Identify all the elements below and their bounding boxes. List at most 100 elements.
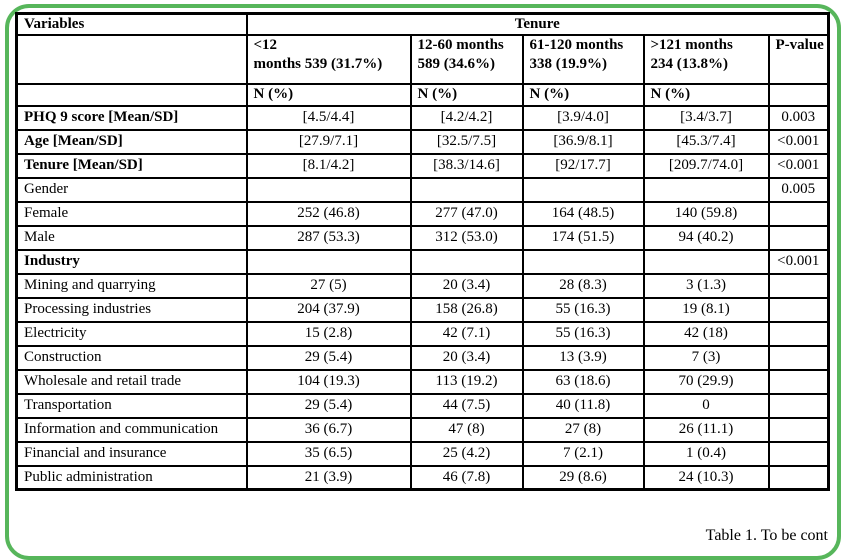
row-label: Mining and quarrying <box>15 272 248 299</box>
col-header-12-60: 12-60 months 589 (34.6%) <box>409 33 524 85</box>
col-header-line2: months 539 (31.7%) <box>253 55 383 72</box>
table-cell: 63 (18.6) <box>521 368 645 395</box>
table-row-public-admin: Public administration 21 (3.9) 46 (7.8) … <box>15 464 830 491</box>
table-cell: 204 (37.9) <box>245 296 412 323</box>
summary-table: Variables Tenure <12 months 539 (31.7%) … <box>15 12 831 492</box>
row-label: Male <box>15 224 248 251</box>
table-cell: 42 (7.1) <box>409 320 524 347</box>
row-label: Processing industries <box>15 296 248 323</box>
npct-header: N (%) <box>245 82 412 107</box>
pvalue-cell <box>767 464 830 491</box>
table-cell: 113 (19.2) <box>409 368 524 395</box>
header-row-groups: <12 months 539 (31.7%) 12-60 months 589 … <box>15 33 830 85</box>
pvalue-cell: <0.001 <box>767 128 830 155</box>
npct-header: N (%) <box>521 82 645 107</box>
pvalue-cell <box>767 296 830 323</box>
table-cell: 287 (53.3) <box>245 224 412 251</box>
row-label: Gender <box>15 176 248 203</box>
pvalue-cell <box>767 224 830 251</box>
table-row-transportation: Transportation 29 (5.4) 44 (7.5) 40 (11.… <box>15 392 830 419</box>
pvalue-cell <box>767 320 830 347</box>
table-cell: 15 (2.8) <box>245 320 412 347</box>
table-cell: 94 (40.2) <box>642 224 770 251</box>
table-row-financial: Financial and insurance 35 (6.5) 25 (4.2… <box>15 440 830 467</box>
table-row-female: Female 252 (46.8) 277 (47.0) 164 (48.5) … <box>15 200 830 227</box>
pvalue-cell <box>767 416 830 443</box>
row-label: Financial and insurance <box>15 440 248 467</box>
table-cell: 35 (6.5) <box>245 440 412 467</box>
table-cell: [45.3/7.4] <box>642 128 770 155</box>
variables-header: Variables <box>15 12 248 36</box>
table-cell: [4.5/4.4] <box>245 104 412 131</box>
table-cell <box>521 176 645 203</box>
table-cell: 24 (10.3) <box>642 464 770 491</box>
header-row-top: Variables Tenure <box>15 12 830 36</box>
table-cell: 29 (8.6) <box>521 464 645 491</box>
table-cell: 158 (26.8) <box>409 296 524 323</box>
col-header-line1: <12 <box>253 36 278 53</box>
table-cell: 140 (59.8) <box>642 200 770 227</box>
row-label: Electricity <box>15 320 248 347</box>
table-cell <box>642 248 770 275</box>
table-cell: 277 (47.0) <box>409 200 524 227</box>
col-header-line2: 589 (34.6%) <box>417 55 496 72</box>
table-cell: [27.9/7.1] <box>245 128 412 155</box>
table-cell: 174 (51.5) <box>521 224 645 251</box>
table-cell: 312 (53.0) <box>409 224 524 251</box>
table-row-industry: Industry <0.001 <box>15 248 830 275</box>
table-cell: 7 (2.1) <box>521 440 645 467</box>
pvalue-cell <box>767 368 830 395</box>
table-caption: Table 1. To be cont <box>705 527 828 544</box>
row-label: Public administration <box>15 464 248 491</box>
row-label: Age [Mean/SD] <box>15 128 248 155</box>
table-cell <box>642 176 770 203</box>
pvalue-cell <box>767 200 830 227</box>
table-cell: 27 (8) <box>521 416 645 443</box>
table-cell: [3.4/3.7] <box>642 104 770 131</box>
table-row-processing: Processing industries 204 (37.9) 158 (26… <box>15 296 830 323</box>
table-cell <box>245 176 412 203</box>
row-label: Construction <box>15 344 248 371</box>
table-row-male: Male 287 (53.3) 312 (53.0) 174 (51.5) 94… <box>15 224 830 251</box>
table-cell: 13 (3.9) <box>521 344 645 371</box>
col-header-lt12: <12 months 539 (31.7%) <box>245 33 412 85</box>
table-cell: 3 (1.3) <box>642 272 770 299</box>
table-cell: 29 (5.4) <box>245 392 412 419</box>
table-cell: 26 (11.1) <box>642 416 770 443</box>
pvalue-cell <box>767 272 830 299</box>
table-cell: 164 (48.5) <box>521 200 645 227</box>
table-row-age: Age [Mean/SD] [27.9/7.1] [32.5/7.5] [36.… <box>15 128 830 155</box>
table-cell: 44 (7.5) <box>409 392 524 419</box>
row-label: Wholesale and retail trade <box>15 368 248 395</box>
table-cell <box>245 248 412 275</box>
row-label: Tenure [Mean/SD] <box>15 152 248 179</box>
col-header-line1: 61-120 months <box>529 36 624 53</box>
row-label: Industry <box>15 248 248 275</box>
table-cell: 25 (4.2) <box>409 440 524 467</box>
table-cell: 0 <box>642 392 770 419</box>
table-row-construction: Construction 29 (5.4) 20 (3.4) 13 (3.9) … <box>15 344 830 371</box>
table-row-mining: Mining and quarrying 27 (5) 20 (3.4) 28 … <box>15 272 830 299</box>
col-header-gt121: >121 months 234 (13.8%) <box>642 33 770 85</box>
table-cell: 29 (5.4) <box>245 344 412 371</box>
npct-header: N (%) <box>409 82 524 107</box>
table-row-electricity: Electricity 15 (2.8) 42 (7.1) 55 (16.3) … <box>15 320 830 347</box>
table-cell: [3.9/4.0] <box>521 104 645 131</box>
table-cell: 1 (0.4) <box>642 440 770 467</box>
table-cell: 40 (11.8) <box>521 392 645 419</box>
row-label: Female <box>15 200 248 227</box>
table-cell: 42 (18) <box>642 320 770 347</box>
col-header-61-120: 61-120 months 338 (19.9%) <box>521 33 645 85</box>
pvalue-cell <box>767 392 830 419</box>
table-cell: [8.1/4.2] <box>245 152 412 179</box>
npct-header: N (%) <box>642 82 770 107</box>
table-cell: [4.2/4.2] <box>409 104 524 131</box>
table-cell: 47 (8) <box>409 416 524 443</box>
tenure-header: Tenure <box>245 12 830 36</box>
table-cell: [38.3/14.6] <box>409 152 524 179</box>
table-cell: [209.7/74.0] <box>642 152 770 179</box>
table-cell: 20 (3.4) <box>409 272 524 299</box>
table-cell <box>409 248 524 275</box>
table-cell: 19 (8.1) <box>642 296 770 323</box>
table-cell: [92/17.7] <box>521 152 645 179</box>
